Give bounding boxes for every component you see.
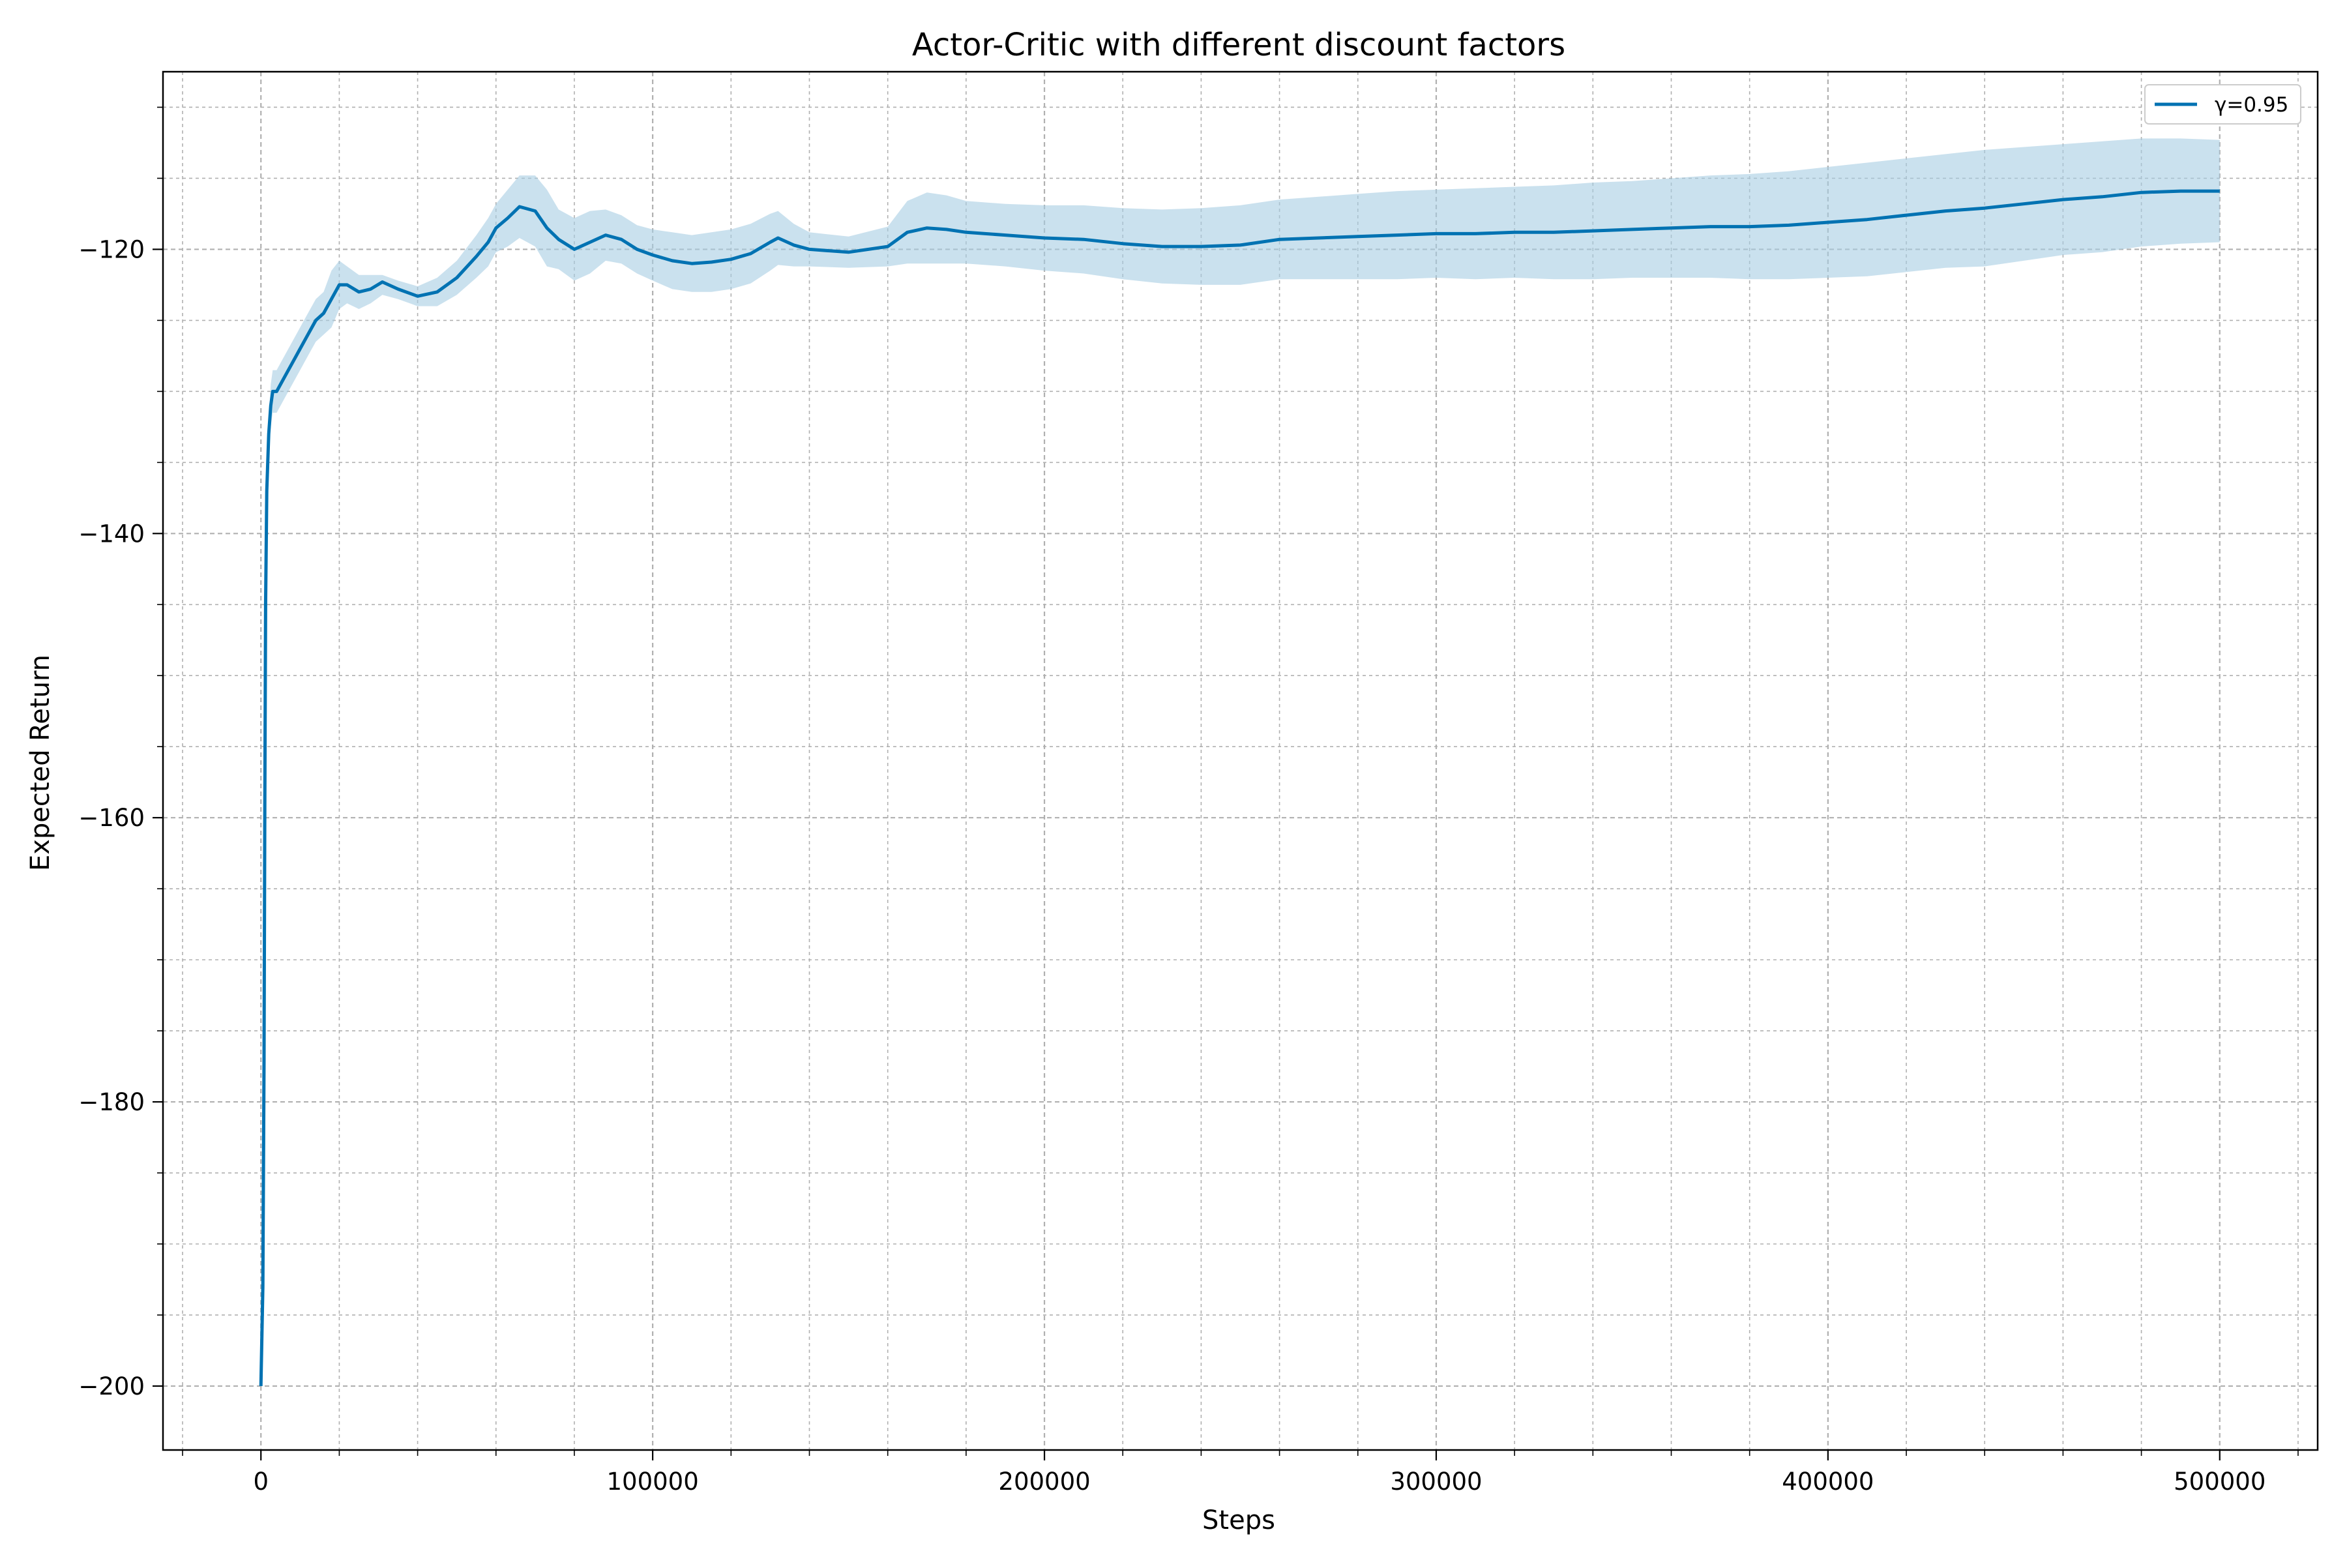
y-tick-label: −120 xyxy=(78,235,145,263)
y-tick-label: −180 xyxy=(78,1088,145,1116)
grid-lines xyxy=(163,72,2318,1450)
legend: γ=0.95 xyxy=(2144,84,2301,125)
axis-ticks: 0 100000 200000 300000 400000 500000 −200 −180 −… xyxy=(78,106,2299,1496)
series-line xyxy=(259,189,2220,1386)
y-tick-label: −200 xyxy=(78,1372,145,1400)
legend-frame xyxy=(2144,84,2301,125)
plot-frame xyxy=(162,70,2319,1451)
confidence-band-layer xyxy=(261,138,2220,1386)
x-tick-label: 100000 xyxy=(607,1468,699,1496)
y-tick-label: −160 xyxy=(78,804,145,832)
legend-label: γ=0.95 xyxy=(2215,93,2288,117)
x-axis-label: Steps xyxy=(1202,1505,1275,1535)
confidence-band xyxy=(261,138,2220,1386)
x-tick-label: 400000 xyxy=(1782,1468,1874,1496)
series-line-layer xyxy=(259,189,2220,1386)
chart-title: Actor-Critic with different discount fac… xyxy=(912,27,1565,63)
x-tick-label: 500000 xyxy=(2174,1468,2266,1496)
x-tick-label: 300000 xyxy=(1390,1468,1482,1496)
y-tick-label: −140 xyxy=(78,520,145,548)
y-axis-label: Expected Return xyxy=(25,655,55,871)
x-tick-label: 0 xyxy=(253,1468,269,1496)
x-tick-label: 200000 xyxy=(998,1468,1090,1496)
